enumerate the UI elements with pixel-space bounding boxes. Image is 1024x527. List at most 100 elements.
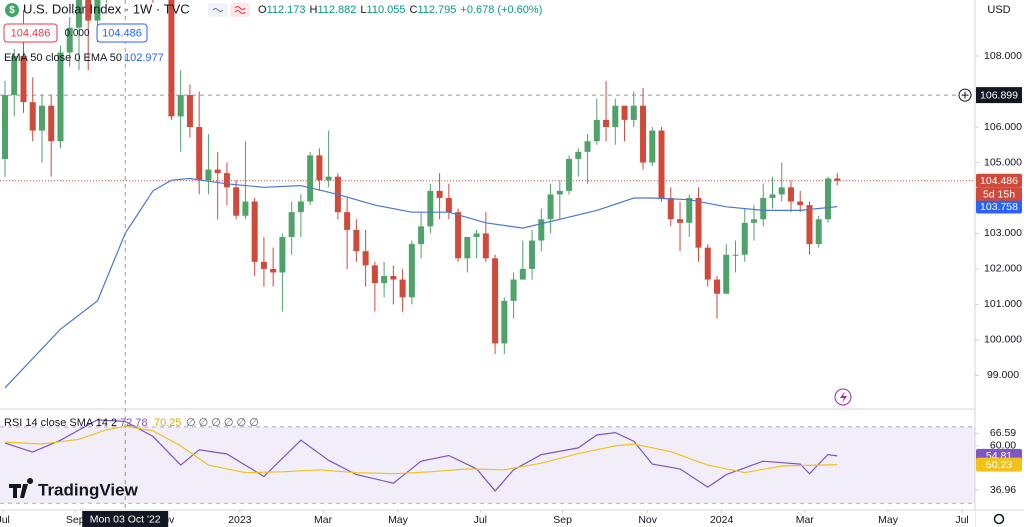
candle-body [723,254,730,294]
candle-body [371,265,378,284]
candle-body [251,201,258,262]
candle-body [482,233,489,259]
x-tick-label: Nov [638,514,657,526]
candle-body [316,155,323,181]
candle-body [436,190,443,198]
rsi-value: 72.78 [120,417,148,429]
icon [212,8,224,12]
candle-body [344,212,351,230]
ohlc-part: 110.055 [367,4,406,16]
time-axis-bg [0,510,975,527]
candle-body [612,105,619,128]
y-tick-label: 106.000 [984,121,1022,133]
candle-body [353,229,360,252]
y-tick-label: 103.000 [984,227,1022,239]
indicator-value: 102.977 [124,52,164,64]
buy-button[interactable] [96,23,148,43]
candle-body [529,240,536,269]
icon-button[interactable] [230,3,250,17]
x-tick-label: Sep [66,514,85,526]
symbol-icon [5,3,19,17]
rsi-label: RSI 14 close SMA 14 2 [4,417,117,429]
candle-body [519,268,526,280]
candle-body [584,141,591,152]
x-tick-label: 2023 [228,514,252,526]
candle-body [686,197,693,223]
candle-body [658,130,665,198]
candle-body [815,219,822,245]
candle-body [242,201,249,216]
candle-body [566,158,573,191]
candle-body [48,105,55,142]
logo-text: TradingView [38,480,139,499]
x-tick-label: Mar [314,514,333,526]
x-tick-label: May [388,514,409,526]
rsi-y-tick-label: 66.59 [990,427,1016,439]
candle-body [510,279,517,301]
candle-body [297,201,304,213]
rsi-sma-line [4,425,838,475]
candle-body [390,276,397,280]
x-tick-label: May [878,514,899,526]
candle-body [714,279,721,294]
candle-body [501,300,508,344]
ema-line [4,177,838,389]
candle-body [556,190,563,195]
candle-body [20,56,27,103]
y-tick-label: 101.000 [984,298,1022,310]
y-tick-label: 108.000 [984,50,1022,62]
x-tick-label: Jul [0,514,10,526]
candle-body [427,190,434,227]
candle-body [750,219,757,223]
logo-mark [9,478,34,498]
candle-body [29,102,36,131]
ohlc-part: L [360,4,366,16]
countdown-bg [976,187,1022,201]
candle-body [196,127,203,181]
candle-body [824,178,831,220]
candle-body [732,254,739,256]
candle-body [399,279,406,298]
x-tick-label: Sep [553,514,572,526]
symbol-title: U.S. Dollar Index · 1W · TVC [23,1,190,16]
candle-body [223,173,230,188]
price-badge: 104.486 [980,175,1018,187]
candle-body [769,194,776,198]
sell-price: 104.486 [11,27,51,39]
ohlc-part: H [310,4,318,16]
candle-body [362,251,369,266]
candle-body [575,151,582,159]
rsi-pane [0,419,975,504]
candle-body [640,105,647,163]
candle-body [408,244,415,298]
rsi-badge-bg [976,457,1022,472]
candle-body [704,247,711,280]
candle-body [57,52,64,142]
spread: 0.000 [64,28,89,39]
candle-body [741,222,748,255]
crosshair-date-bg [82,511,169,527]
candle-body [381,276,388,284]
ohlc-part: O [258,4,267,16]
candle-body [233,187,240,216]
candle-body [593,119,600,142]
settings-icon[interactable] [993,513,1005,525]
candle-body [621,105,628,120]
candle-body [214,169,221,174]
ohlc-part: +0.678 (+0.60%) [460,4,542,16]
candle-body [667,197,674,220]
currency[interactable]: USD [987,4,1010,16]
candle-body [11,56,18,96]
crosshair-price: 106.899 [980,89,1018,101]
candle-body [445,197,452,213]
candle-body [492,258,499,344]
candle-body [1,95,8,159]
rsi-y-tick-label: 36.96 [990,484,1016,496]
x-tick-label: Jul [474,514,487,526]
x-tick-label: Mar [796,514,815,526]
candle-body [38,105,45,131]
x-tick-label: 2024 [710,514,734,526]
sell-button[interactable] [3,23,58,43]
candle-body [418,226,425,245]
